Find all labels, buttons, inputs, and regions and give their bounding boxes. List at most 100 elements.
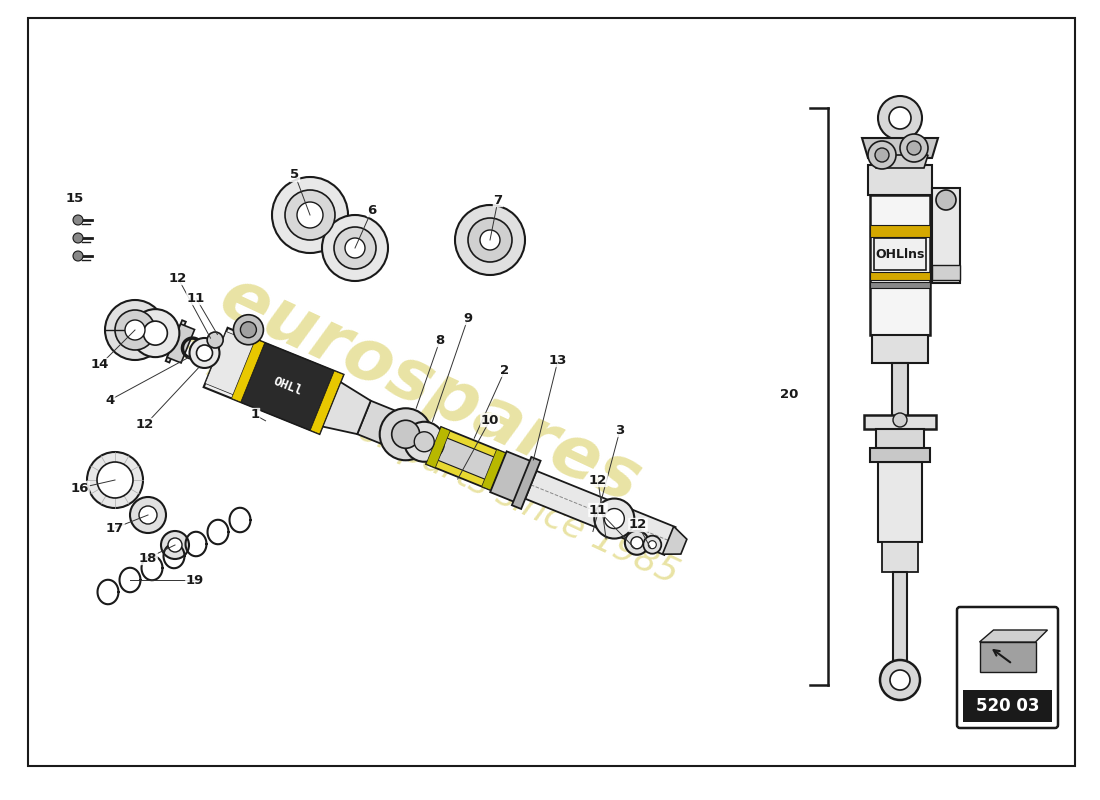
- Circle shape: [644, 536, 661, 554]
- Polygon shape: [426, 427, 506, 490]
- Text: 1: 1: [251, 409, 260, 422]
- Circle shape: [874, 148, 889, 162]
- Polygon shape: [862, 138, 938, 158]
- Circle shape: [87, 452, 143, 508]
- Text: 9: 9: [463, 311, 473, 325]
- Bar: [872, 335, 928, 363]
- Text: a passion for parts since 1985: a passion for parts since 1985: [176, 330, 684, 590]
- Circle shape: [468, 218, 512, 262]
- Text: 18: 18: [139, 551, 157, 565]
- Bar: [874, 238, 926, 270]
- Text: OHLl: OHLl: [272, 375, 305, 398]
- Text: 8: 8: [436, 334, 444, 346]
- Circle shape: [625, 530, 649, 554]
- Polygon shape: [166, 320, 186, 362]
- Text: 520 03: 520 03: [976, 697, 1040, 715]
- Circle shape: [197, 345, 212, 361]
- Text: 3: 3: [615, 423, 625, 437]
- Text: 13: 13: [549, 354, 568, 366]
- Circle shape: [392, 420, 420, 448]
- Circle shape: [868, 141, 896, 169]
- Circle shape: [379, 408, 431, 460]
- Bar: [932, 188, 960, 283]
- Text: 15: 15: [66, 191, 84, 205]
- Circle shape: [73, 251, 82, 261]
- Circle shape: [130, 497, 166, 533]
- Text: 6: 6: [367, 203, 376, 217]
- Polygon shape: [429, 434, 503, 483]
- Circle shape: [272, 177, 348, 253]
- Text: 4: 4: [106, 394, 114, 406]
- Bar: [932, 265, 960, 280]
- Circle shape: [404, 422, 444, 462]
- Text: OHLlns: OHLlns: [876, 247, 925, 261]
- Circle shape: [73, 215, 82, 225]
- Text: 7: 7: [494, 194, 503, 206]
- Circle shape: [908, 141, 921, 155]
- Circle shape: [168, 538, 182, 552]
- Circle shape: [889, 107, 911, 129]
- Circle shape: [936, 190, 956, 210]
- Circle shape: [143, 321, 167, 345]
- Polygon shape: [662, 526, 686, 554]
- Bar: [864, 415, 936, 429]
- Text: eurospares: eurospares: [208, 262, 651, 518]
- Polygon shape: [491, 451, 535, 503]
- Circle shape: [297, 202, 323, 228]
- Circle shape: [139, 506, 157, 524]
- Text: 16: 16: [70, 482, 89, 494]
- Circle shape: [648, 541, 657, 549]
- Circle shape: [189, 338, 220, 368]
- Text: 12: 12: [629, 518, 647, 531]
- Circle shape: [116, 310, 155, 350]
- Polygon shape: [358, 401, 408, 449]
- Bar: [962, 690, 1052, 722]
- Polygon shape: [204, 328, 343, 434]
- Polygon shape: [526, 471, 675, 555]
- Circle shape: [893, 413, 907, 427]
- Polygon shape: [322, 382, 371, 434]
- Text: 17: 17: [106, 522, 124, 534]
- Polygon shape: [482, 450, 506, 490]
- Text: 11: 11: [187, 291, 205, 305]
- Circle shape: [73, 233, 82, 243]
- Circle shape: [161, 531, 189, 559]
- Polygon shape: [979, 642, 1035, 672]
- Circle shape: [131, 309, 179, 357]
- Bar: [893, 572, 907, 662]
- Bar: [892, 363, 907, 418]
- Circle shape: [345, 238, 365, 258]
- Circle shape: [233, 314, 263, 345]
- Circle shape: [631, 537, 642, 549]
- Circle shape: [97, 462, 133, 498]
- Circle shape: [480, 230, 501, 250]
- Polygon shape: [241, 342, 334, 430]
- Circle shape: [900, 134, 928, 162]
- Bar: [870, 195, 930, 335]
- Circle shape: [241, 322, 256, 338]
- Text: 12: 12: [169, 271, 187, 285]
- Circle shape: [604, 509, 625, 529]
- Bar: [870, 282, 930, 288]
- Polygon shape: [167, 324, 195, 363]
- Text: 14: 14: [91, 358, 109, 371]
- Bar: [876, 429, 924, 451]
- Circle shape: [334, 227, 376, 269]
- Text: 19: 19: [186, 574, 205, 586]
- Polygon shape: [979, 630, 1047, 642]
- Circle shape: [322, 215, 388, 281]
- Circle shape: [890, 670, 910, 690]
- Polygon shape: [426, 427, 450, 468]
- Text: 20: 20: [780, 389, 798, 402]
- Bar: [868, 165, 932, 195]
- Bar: [870, 225, 930, 237]
- Bar: [878, 462, 922, 542]
- Polygon shape: [231, 339, 265, 402]
- Text: 12: 12: [136, 418, 154, 431]
- Circle shape: [455, 205, 525, 275]
- Circle shape: [594, 498, 635, 538]
- Text: 10: 10: [481, 414, 499, 426]
- Text: 12: 12: [588, 474, 607, 486]
- Circle shape: [207, 332, 223, 348]
- Polygon shape: [512, 457, 540, 509]
